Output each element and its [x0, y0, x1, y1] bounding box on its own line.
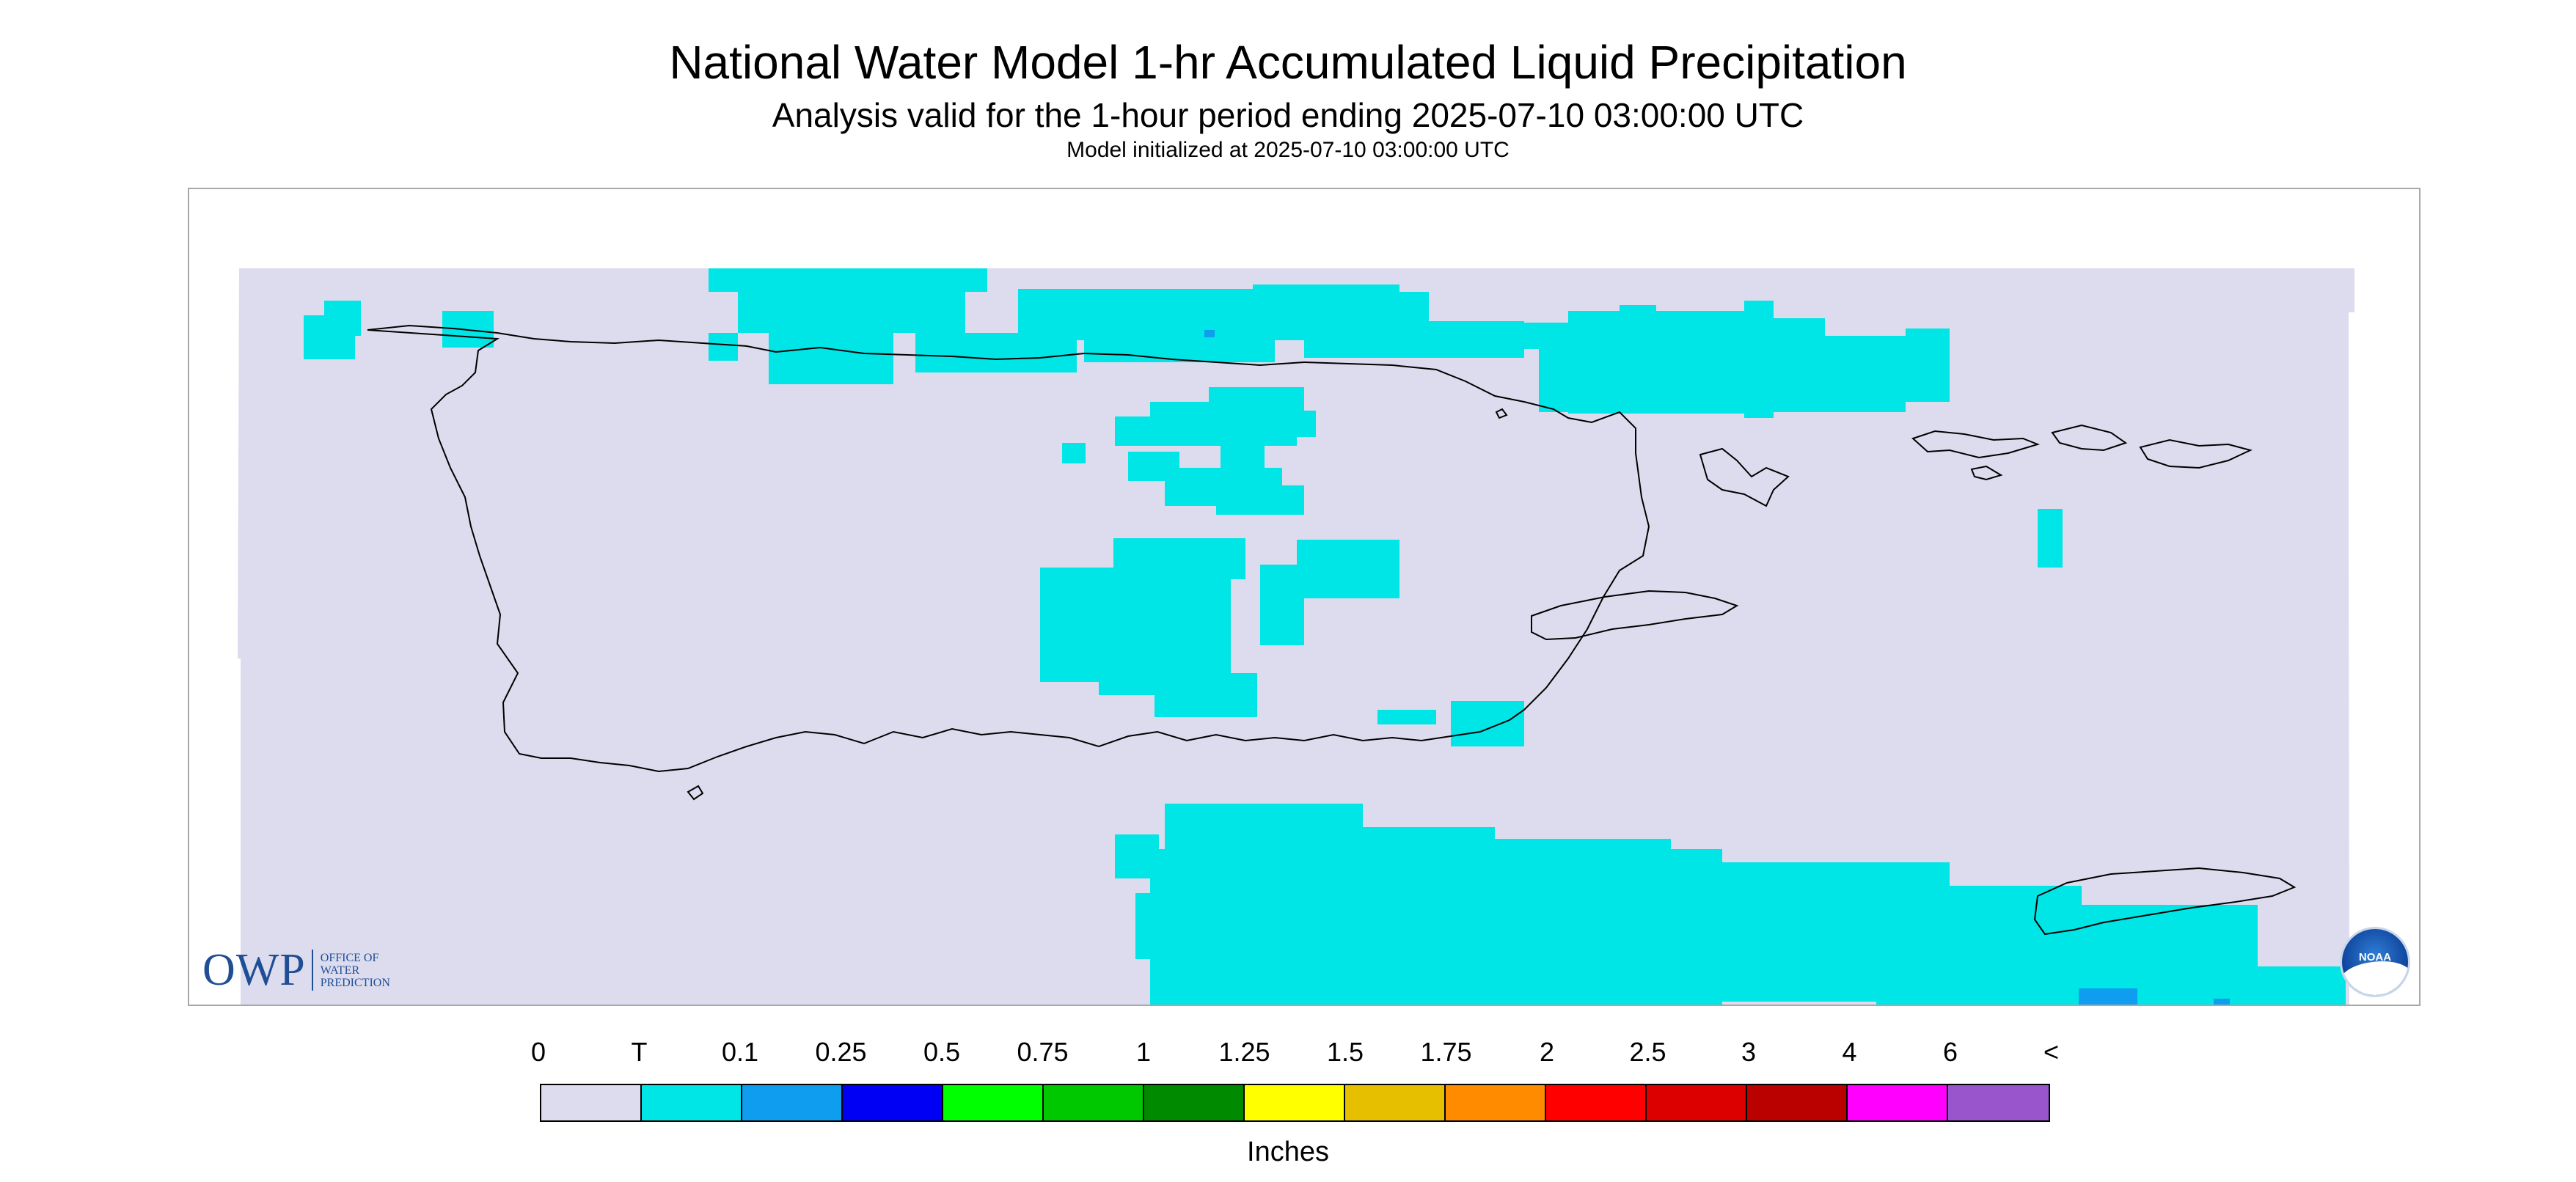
- trace-precip-cell: [1187, 827, 1495, 893]
- legend-swatch: [1144, 1085, 1245, 1120]
- legend-tick-label: 0: [530, 1037, 546, 1067]
- trace-precip-cell: [709, 333, 738, 361]
- legend-tick-label: 6: [1942, 1037, 1958, 1067]
- st-croix-coastline: [2033, 867, 2297, 936]
- noaa-logo: NOAA: [2340, 927, 2410, 997]
- legend-swatch: [1848, 1085, 1948, 1120]
- legend-swatch: [1245, 1085, 1345, 1120]
- legend-swatch: [1647, 1085, 1747, 1120]
- noaa-logo-text: NOAA: [2358, 951, 2392, 963]
- legend-units-label: Inches: [1247, 1137, 1329, 1167]
- trace-precip-cell: [1730, 871, 1876, 930]
- trace-precip-cells: [304, 268, 2346, 1005]
- trace-precip-cell: [1451, 701, 1524, 746]
- legend-swatch: [642, 1085, 742, 1120]
- map-subtitle: Analysis valid for the 1-hour period end…: [772, 96, 1804, 134]
- trace-precip-cell: [1099, 673, 1165, 695]
- owp-logo-divider: [311, 950, 313, 991]
- legend-swatch: [742, 1085, 843, 1120]
- trace-precip-cell: [1113, 538, 1245, 579]
- legend-tick-label: 0.25: [815, 1037, 867, 1067]
- legend-tick-label: T: [631, 1037, 648, 1067]
- legend-colorbar: [540, 1084, 2050, 1122]
- trace-precip-cell: [1062, 443, 1086, 463]
- legend-tick-label: 1: [1135, 1037, 1152, 1067]
- trace-precip-cell: [1297, 540, 1399, 598]
- model-init-line: Model initialized at 2025-07-10 03:00:00…: [1066, 138, 1510, 162]
- trace-precip-cell: [1539, 349, 1605, 412]
- vieques-coastline: [1531, 590, 1739, 641]
- tortola-coastline: [2139, 438, 2253, 469]
- legend-swatch: [1546, 1085, 1647, 1120]
- owp-sub-line-2: WATER: [320, 963, 360, 977]
- light-precip-cell: [2214, 999, 2230, 1005]
- legend-tick-label: 1.75: [1420, 1037, 1472, 1067]
- legend-swatch: [1446, 1085, 1546, 1120]
- legend-swatch: [1948, 1085, 2049, 1120]
- trace-precip-cell: [1209, 387, 1304, 416]
- legend-tick-label: 2: [1539, 1037, 1555, 1067]
- precip-map: [238, 268, 2354, 1005]
- light-precip-cell: [2079, 988, 2137, 1005]
- legend-tick-label: 3: [1741, 1037, 1757, 1067]
- trace-precip-cell: [738, 289, 965, 333]
- cay-outline: [1495, 408, 1508, 419]
- trace-precip-cell: [1304, 321, 1524, 358]
- trace-precip-cell: [1803, 336, 1906, 412]
- st-thomas-coastline: [1911, 430, 2041, 459]
- legend-tick-label: 2.5: [1629, 1037, 1666, 1067]
- trace-precip-cell: [1040, 568, 1231, 682]
- trace-precip-cell: [1295, 411, 1316, 437]
- trace-precip-cell: [769, 333, 893, 384]
- trace-precip-cell: [1155, 673, 1257, 717]
- owp-sub-line-3: PREDICTION: [320, 976, 390, 989]
- st-john-coastline: [2051, 424, 2128, 452]
- coastline-outlines: [367, 324, 2297, 936]
- trace-precip-cell: [1906, 328, 1950, 402]
- map-title: National Water Model 1-hr Accumulated Li…: [669, 36, 1907, 89]
- legend-tick-label: 0.5: [923, 1037, 961, 1067]
- trace-precip-cell: [1370, 292, 1429, 321]
- legend-tick-label: 0.75: [1017, 1037, 1069, 1067]
- legend-swatch: [1345, 1085, 1446, 1120]
- legend-swatch: [943, 1085, 1044, 1120]
- trace-precip-cell: [2038, 509, 2063, 568]
- trace-precip-cell: [709, 268, 987, 292]
- trace-precip-cell: [1377, 710, 1436, 724]
- legend-tick-label: 4: [1842, 1037, 1857, 1067]
- trace-precip-cell: [2250, 966, 2346, 1005]
- desecheo-coastline: [687, 785, 704, 801]
- legend-swatch: [541, 1085, 642, 1120]
- owp-sub-line-1: OFFICE OF: [320, 951, 379, 964]
- noaa-logo-wave: [2342, 961, 2408, 995]
- small-island-coastline: [1970, 465, 2003, 481]
- map-panel: OWP OFFICE OF WATER PREDICTION NOAA: [188, 188, 2421, 1006]
- owp-logo-letters: OWP: [202, 944, 306, 995]
- trace-precip-cell: [1620, 305, 1656, 327]
- legend-swatch: [1747, 1085, 1848, 1120]
- owp-logo-subtext: OFFICE OF WATER PREDICTION: [321, 952, 390, 989]
- trace-precip-cell: [1744, 301, 1774, 418]
- legend-tick-label: 1.5: [1326, 1037, 1364, 1067]
- trace-precip-cell: [1524, 323, 1568, 349]
- trace-precip-cell: [1135, 893, 1194, 959]
- trace-precip-cell: [1216, 485, 1304, 515]
- trace-precip-cell: [304, 315, 355, 359]
- culebra-coastline: [1699, 447, 1790, 507]
- trace-precip-cell: [1115, 834, 1159, 878]
- legend-tick-label: 1.25: [1218, 1037, 1270, 1067]
- trace-precip-cell: [1451, 839, 1671, 897]
- puerto-rico-coastline: [367, 324, 1650, 773]
- legend-swatch: [1044, 1085, 1144, 1120]
- trace-precip-cell: [1221, 446, 1265, 469]
- owp-logo: OWP OFFICE OF WATER PREDICTION: [202, 944, 390, 996]
- light-precip-cell: [1204, 330, 1215, 337]
- trace-precip-cell: [1084, 333, 1275, 362]
- trace-precip-cell: [1187, 959, 1407, 1005]
- legend-tick-label: 0.1: [721, 1037, 759, 1067]
- legend-tick-label: <: [2043, 1037, 2060, 1067]
- legend-swatch: [843, 1085, 943, 1120]
